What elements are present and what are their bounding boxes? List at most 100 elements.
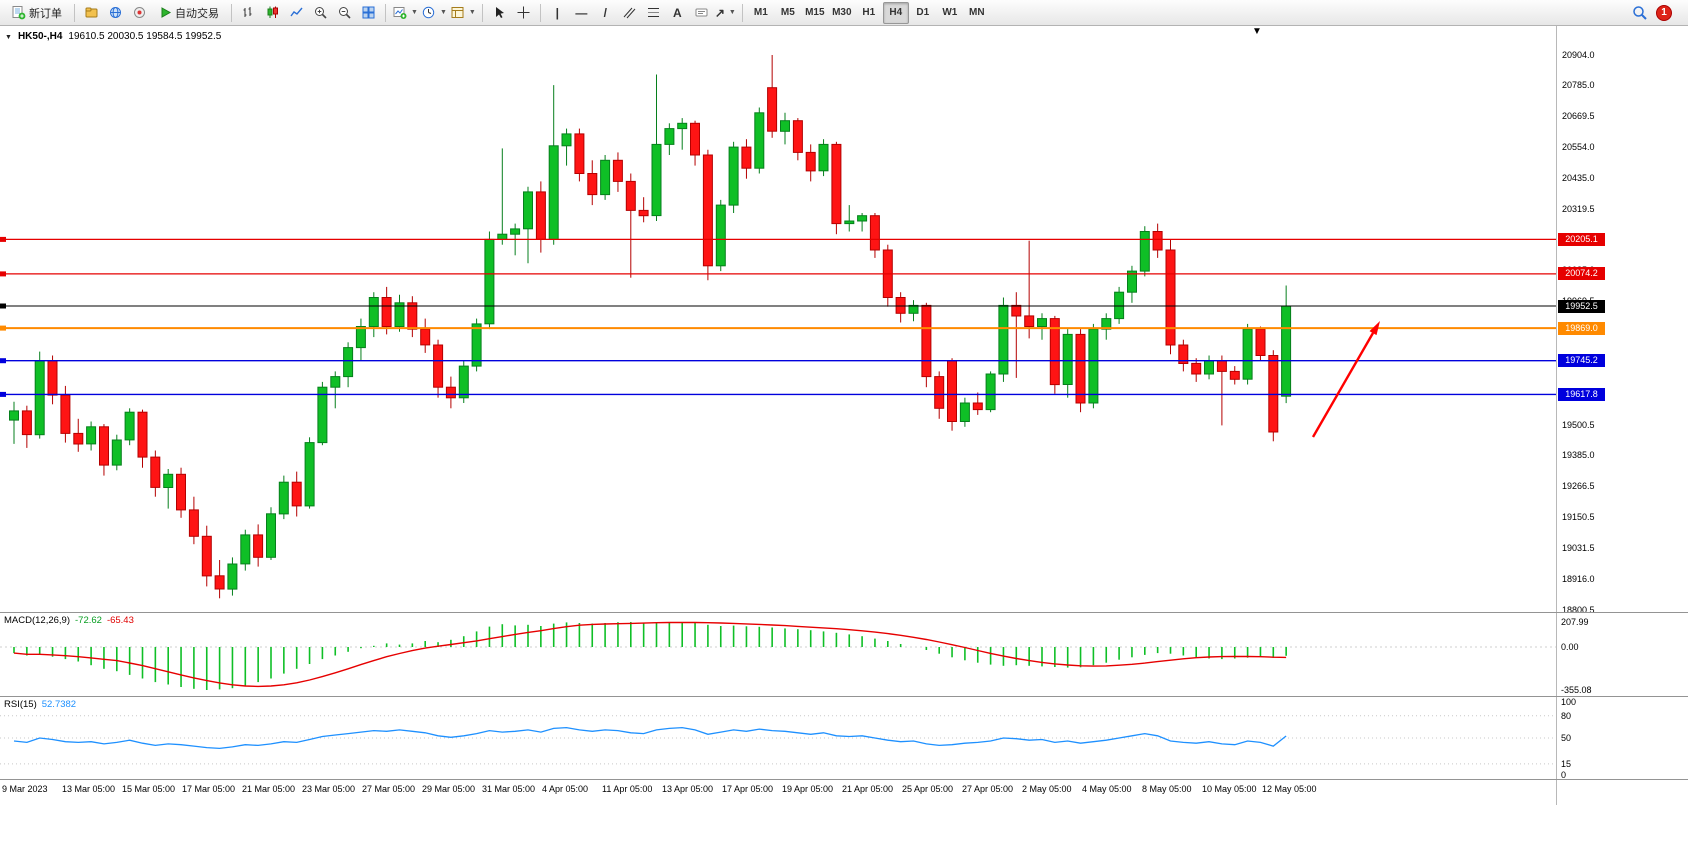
new-chart-dropdown-button[interactable]: ▼: [391, 2, 419, 24]
price-tick-label: 19500.5: [1562, 419, 1595, 430]
autotrading-button[interactable]: 自动交易: [152, 2, 226, 24]
toolbar-separator: [481, 3, 483, 22]
text-label-button[interactable]: [690, 2, 713, 24]
vertical-line-button[interactable]: |: [555, 5, 559, 20]
zoom-out-button[interactable]: [333, 2, 356, 24]
horizontal-line-button[interactable]: —: [575, 5, 588, 20]
price-tick-label: 19150.5: [1562, 512, 1595, 522]
price-axis[interactable]: 20904.0 20785.0 20669.5 20554.0 20435.0 20319…: [1556, 26, 1688, 615]
price-line-19952.5[interactable]: [0, 303, 1556, 309]
candlesticks: [9, 55, 1292, 599]
price-line-20205.1[interactable]: [0, 236, 1556, 242]
search-icon[interactable]: [1632, 5, 1648, 21]
chevron-down-icon: ▼: [728, 9, 736, 16]
symbol-name: HK50-,H4: [17, 31, 63, 42]
timeframe-m5-button[interactable]: M5: [780, 7, 795, 18]
zoom-in-icon: [315, 7, 327, 19]
macd-main-value: -72.62: [75, 615, 102, 626]
rsi-label: RSI(15) 52.7382: [4, 699, 77, 710]
arrow-annotation[interactable]: [1311, 321, 1380, 438]
timeframe-d1-button[interactable]: D1: [916, 7, 930, 18]
price-line-19869.0[interactable]: [0, 325, 1556, 331]
toolbar-separator: [385, 3, 386, 22]
time-tick-label: 11 Apr 05:00: [602, 784, 653, 794]
price-badge-19952.5[interactable]: 19952.5: [1558, 299, 1605, 313]
rsi-value: 52.7382: [41, 699, 77, 710]
main-toolbar: 新订单 自动交易: [0, 0, 1688, 26]
chevron-down-icon: ▼: [468, 9, 476, 16]
templates-dropdown-button[interactable]: ▼: [449, 2, 477, 24]
time-tick-label: 10 May 05:00: [1202, 784, 1257, 794]
periods-dropdown-button[interactable]: ▼: [420, 2, 448, 24]
timeframe-h1-button[interactable]: H1: [862, 7, 876, 18]
time-tick-label: 2 May 05:00: [1022, 784, 1072, 794]
toolbar-separator: [539, 3, 541, 22]
time-axis[interactable]: 9 Mar 2023 13 Mar 05:00 15 Mar 05:00 17 Mar…: [0, 779, 1688, 805]
price-line-19617.8[interactable]: [0, 391, 1556, 397]
price-line-19745.2[interactable]: [0, 358, 1556, 364]
clock-icon: [422, 6, 435, 19]
zoom-in-button[interactable]: [309, 2, 332, 24]
tile-windows-button[interactable]: [357, 2, 380, 24]
candlestick-icon: [267, 6, 278, 18]
toolbar-separator: [74, 3, 75, 22]
price-badge-19869.0[interactable]: 19869.0: [1558, 321, 1605, 335]
template-icon: [451, 7, 464, 18]
price-line-20074.2[interactable]: [0, 271, 1556, 277]
record-button[interactable]: [128, 2, 151, 24]
axis-divider: [1556, 697, 1557, 779]
price-badge-19745.2[interactable]: 19745.2: [1558, 354, 1605, 368]
price-badge-20205.1[interactable]: 20205.1: [1558, 232, 1605, 246]
tile-windows-icon: [362, 6, 375, 19]
symbol-dropdown-icon[interactable]: ▼: [5, 34, 12, 41]
macd-signal-line: [13, 621, 1287, 688]
time-tick-label: 17 Apr 05:00: [722, 784, 774, 794]
main-chart-area[interactable]: ▼ HK50-,H4 19610.5 20030.5 19584.5 19952…: [0, 26, 1556, 612]
macd-scale-label: -355.08: [1561, 685, 1592, 695]
price-badge-20074.2[interactable]: 20074.2: [1558, 267, 1605, 281]
crosshair-button[interactable]: [512, 2, 535, 24]
timeframe-w1-button[interactable]: W1: [942, 7, 958, 18]
timeframe-mn-button[interactable]: MN: [969, 7, 985, 18]
candlestick-chart-button[interactable]: [261, 2, 284, 24]
bar-chart-button[interactable]: [237, 2, 260, 24]
text-button[interactable]: A: [672, 5, 682, 20]
price-tick-label: 19385.0: [1562, 450, 1595, 461]
chart-symbol-label: ▼ HK50-,H4 19610.5 20030.5 19584.5 19952…: [5, 31, 221, 42]
rsi-scale-label: 80: [1561, 710, 1572, 721]
channel-icon: [623, 7, 636, 19]
line-chart-icon: [290, 7, 303, 17]
new-order-button[interactable]: 新订单: [4, 2, 69, 24]
macd-scale-label: 0.00: [1561, 642, 1579, 652]
price-tick-label: 20319.5: [1562, 203, 1595, 214]
notification-badge[interactable]: 1: [1656, 4, 1672, 21]
rsi-line: [13, 726, 1287, 750]
time-tick-label: 19 Apr 05:00: [782, 784, 834, 794]
chart-shift-marker[interactable]: ▼: [1252, 26, 1262, 37]
price-tick-label: 19266.5: [1562, 481, 1595, 492]
candlestick-chart[interactable]: [0, 26, 1556, 612]
cursor-button[interactable]: [488, 2, 511, 24]
cursor-icon: [495, 7, 504, 18]
new-order-icon: [12, 6, 26, 20]
equidistant-channel-button[interactable]: [618, 2, 641, 24]
time-tick-label: 15 Mar 05:00: [122, 784, 176, 794]
line-chart-button[interactable]: [285, 2, 308, 24]
fibonacci-icon: [647, 8, 659, 17]
time-tick-label: 21 Mar 05:00: [242, 784, 296, 794]
price-tick-label: 20554.0: [1562, 142, 1595, 152]
refresh-button[interactable]: [104, 2, 127, 24]
chart-profile-button[interactable]: [80, 2, 103, 24]
time-tick-label: 13 Mar 05:00: [62, 784, 116, 794]
timeframe-m30-button[interactable]: M30: [832, 7, 852, 18]
timeframe-h4-button[interactable]: H4: [882, 1, 909, 24]
price-badge-19617.8[interactable]: 19617.8: [1558, 387, 1605, 401]
timeframe-m15-button[interactable]: M15: [805, 7, 825, 18]
autotrading-play-icon: [161, 7, 172, 18]
trendline-button[interactable]: /: [603, 5, 607, 20]
fibonacci-button[interactable]: [642, 2, 665, 24]
price-tick-label: 18916.0: [1562, 573, 1595, 584]
toolbar-separator: [741, 3, 743, 22]
timeframe-m1-button[interactable]: M1: [753, 7, 768, 18]
arrows-dropdown-button[interactable]: ↗ ▼: [714, 5, 736, 20]
